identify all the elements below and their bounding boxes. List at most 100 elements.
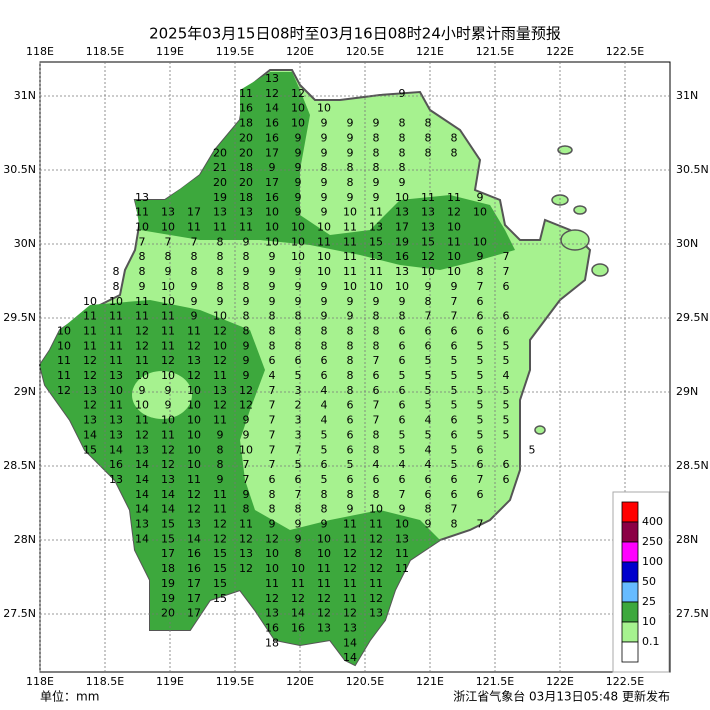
lon-label: 122.5E (606, 675, 644, 688)
rain-value: 9 (295, 146, 302, 159)
rain-value: 7 (477, 280, 484, 293)
rain-value: 13 (135, 191, 149, 204)
rain-value: 5 (477, 339, 484, 352)
rain-value: 5 (451, 369, 458, 382)
rain-value: 11 (161, 324, 175, 337)
rain-value: 11 (369, 577, 383, 590)
rain-value: 12 (213, 399, 227, 412)
rain-value: 6 (269, 473, 276, 486)
rain-value: 7 (477, 518, 484, 531)
rain-value: 9 (321, 295, 328, 308)
rain-value: 5 (477, 414, 484, 427)
rain-value: 6 (477, 295, 484, 308)
rain-value: 11 (447, 191, 461, 204)
rain-value: 6 (295, 354, 302, 367)
rain-value: 9 (321, 117, 328, 130)
rain-value: 11 (161, 310, 175, 323)
rain-value: 6 (503, 280, 510, 293)
rain-value: 9 (191, 310, 198, 323)
rain-value: 11 (447, 235, 461, 248)
rain-value: 12 (161, 458, 175, 471)
lat-label: 28N (676, 533, 698, 546)
rain-value: 11 (187, 473, 201, 486)
rain-value: 7 (139, 235, 146, 248)
rain-value: 17 (161, 547, 175, 560)
rain-value: 12 (213, 354, 227, 367)
rain-value: 13 (109, 414, 123, 427)
rain-value: 9 (347, 503, 354, 516)
rain-value: 6 (399, 354, 406, 367)
rain-value: 8 (477, 265, 484, 278)
rain-value: 15 (369, 235, 383, 248)
rain-value: 5 (477, 369, 484, 382)
rain-value: 9 (295, 532, 302, 545)
rain-value: 8 (373, 428, 380, 441)
rain-value: 4 (321, 414, 328, 427)
rain-value: 11 (109, 324, 123, 337)
rain-value: 14 (265, 102, 279, 115)
rain-value: 7 (243, 473, 250, 486)
rain-value: 8 (373, 146, 380, 159)
rain-value: 14 (109, 443, 123, 456)
rain-value: 13 (213, 206, 227, 219)
legend-label: 0.1 (642, 635, 660, 648)
rain-value: 9 (217, 295, 224, 308)
rain-value: 8 (269, 503, 276, 516)
rain-value: 16 (265, 131, 279, 144)
rain-value: 11 (213, 414, 227, 427)
rain-value: 6 (373, 369, 380, 382)
rain-value: 13 (213, 384, 227, 397)
rain-value: 6 (425, 324, 432, 337)
rain-value: 16 (265, 117, 279, 130)
rain-value: 11 (109, 399, 123, 412)
rain-value: 11 (395, 562, 409, 575)
rain-value: 9 (321, 131, 328, 144)
rain-value: 9 (373, 191, 380, 204)
rain-value: 6 (269, 354, 276, 367)
rain-value: 12 (369, 592, 383, 605)
rain-value: 6 (425, 488, 432, 501)
rain-value: 7 (269, 428, 276, 441)
rain-value: 4 (321, 399, 328, 412)
lon-label: 122E (546, 675, 574, 688)
rain-value: 5 (451, 354, 458, 367)
rain-value: 6 (425, 473, 432, 486)
rain-value: 13 (343, 621, 357, 634)
rain-value: 17 (187, 607, 201, 620)
rain-value: 9 (243, 488, 250, 501)
rain-value: 9 (347, 191, 354, 204)
lon-label: 119.5E (216, 675, 254, 688)
rain-value: 7 (373, 354, 380, 367)
rain-value: 8 (373, 488, 380, 501)
rain-value: 8 (347, 339, 354, 352)
rain-value: 16 (187, 562, 201, 575)
rain-value: 9 (191, 295, 198, 308)
rain-value: 5 (477, 384, 484, 397)
title: 2025年03月15日08时至03月16日08时24小时累计雨量预报 (149, 25, 561, 43)
rain-value: 13 (239, 206, 253, 219)
rain-value: 8 (425, 117, 432, 130)
rain-value: 8 (425, 146, 432, 159)
rain-value: 13 (369, 221, 383, 234)
lon-label: 118.5E (86, 45, 124, 58)
rain-value: 11 (343, 577, 357, 590)
rain-value: 10 (265, 206, 279, 219)
rain-value: 10 (265, 235, 279, 248)
rain-value: 19 (161, 577, 175, 590)
rain-value: 14 (343, 636, 357, 649)
rain-value: 6 (451, 488, 458, 501)
rain-value: 8 (347, 488, 354, 501)
rain-value: 10 (187, 399, 201, 412)
rain-value: 9 (295, 206, 302, 219)
rain-value: 8 (347, 369, 354, 382)
rain-value: 10 (161, 414, 175, 427)
rain-value: 7 (503, 250, 510, 263)
lat-label: 28N (14, 533, 36, 546)
rain-value: 9 (243, 265, 250, 278)
rain-value: 11 (83, 324, 97, 337)
rain-value: 13 (83, 384, 97, 397)
rain-value: 9 (243, 235, 250, 248)
rain-value: 12 (187, 488, 201, 501)
rain-value: 10 (187, 384, 201, 397)
rain-value: 12 (317, 592, 331, 605)
